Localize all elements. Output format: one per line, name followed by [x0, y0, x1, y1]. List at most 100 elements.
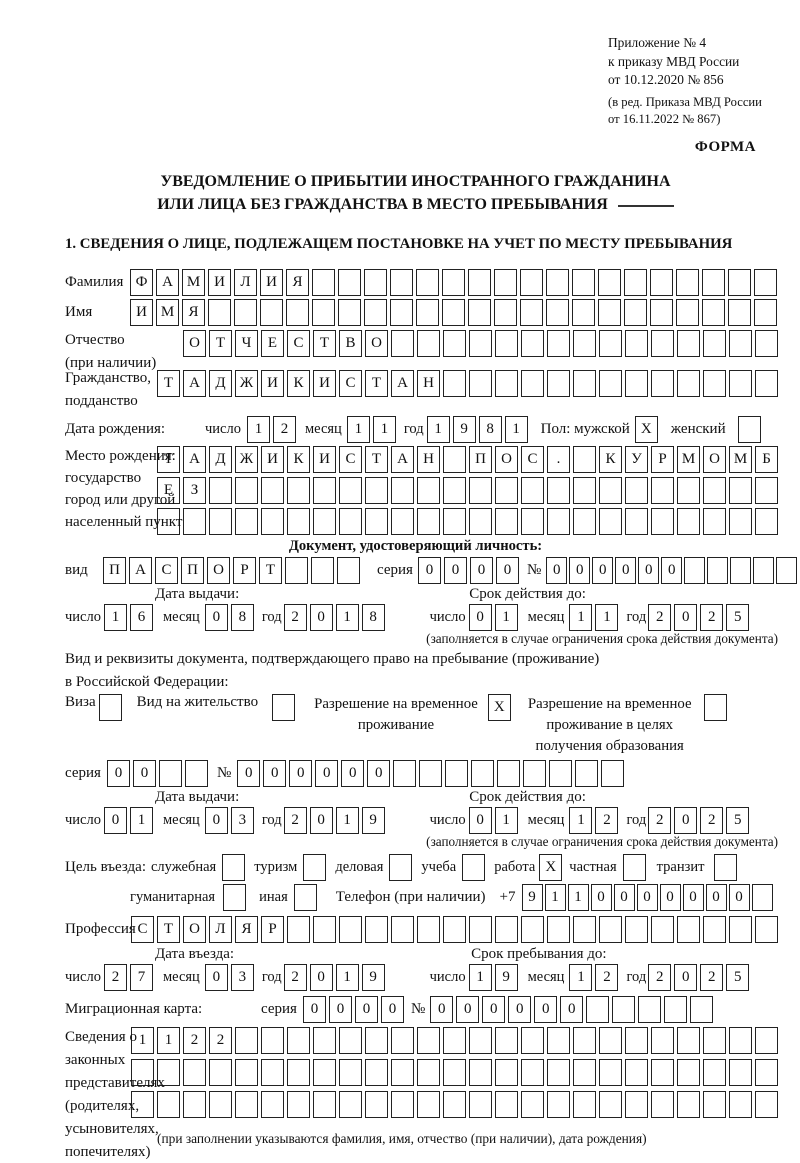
cell[interactable]: Я: [235, 915, 258, 943]
cell[interactable]: 0: [468, 603, 492, 631]
cell[interactable]: [702, 298, 725, 326]
cell[interactable]: [729, 1058, 752, 1086]
cell[interactable]: [235, 1058, 258, 1086]
cell[interactable]: 0: [674, 806, 698, 834]
cell[interactable]: 9: [361, 963, 385, 991]
cell[interactable]: [365, 1058, 388, 1086]
cell[interactable]: [547, 1026, 570, 1054]
cell[interactable]: 1: [544, 883, 566, 911]
cell[interactable]: [469, 915, 492, 943]
cell[interactable]: 0: [106, 759, 130, 787]
cell[interactable]: [131, 1058, 154, 1086]
cell[interactable]: И: [261, 369, 284, 397]
cell[interactable]: 0: [103, 806, 127, 834]
cell[interactable]: [391, 329, 414, 357]
cell[interactable]: [703, 369, 726, 397]
cell[interactable]: Я: [182, 298, 205, 326]
cell[interactable]: Ж: [235, 369, 258, 397]
cell[interactable]: [599, 1058, 622, 1086]
cell[interactable]: [183, 507, 206, 535]
cell[interactable]: 2: [283, 806, 307, 834]
cell[interactable]: [651, 507, 674, 535]
cell[interactable]: И: [261, 445, 284, 473]
cell[interactable]: [755, 507, 778, 535]
cell[interactable]: 0: [674, 603, 698, 631]
cell[interactable]: 1: [103, 603, 127, 631]
cell[interactable]: [287, 1090, 310, 1118]
cell[interactable]: 5: [726, 963, 750, 991]
cell[interactable]: 1: [504, 415, 528, 443]
gender-male-checkbox[interactable]: X: [634, 415, 661, 443]
cell[interactable]: [339, 507, 362, 535]
cell[interactable]: [599, 1090, 622, 1118]
cell[interactable]: [222, 853, 246, 881]
cell[interactable]: [393, 759, 417, 787]
cell[interactable]: [338, 298, 361, 326]
cell[interactable]: 0: [328, 995, 352, 1023]
cell[interactable]: [728, 298, 751, 326]
cell[interactable]: [235, 476, 258, 504]
cell[interactable]: 0: [508, 995, 532, 1023]
cell[interactable]: 1: [335, 806, 359, 834]
cell[interactable]: 1: [567, 883, 589, 911]
cell[interactable]: Я: [286, 268, 309, 296]
cell[interactable]: 0: [615, 556, 637, 584]
cell[interactable]: [755, 329, 778, 357]
cell[interactable]: [622, 853, 646, 881]
cell[interactable]: [391, 476, 414, 504]
cell[interactable]: [612, 995, 636, 1023]
cell[interactable]: [183, 1090, 206, 1118]
cell[interactable]: А: [183, 445, 206, 473]
legal-reps-row3[interactable]: [131, 1090, 781, 1118]
cell[interactable]: [313, 507, 336, 535]
cell[interactable]: [625, 476, 648, 504]
cell[interactable]: X: [539, 853, 563, 881]
cell[interactable]: [751, 883, 773, 911]
cell[interactable]: [677, 1090, 700, 1118]
cell[interactable]: 0: [380, 995, 404, 1023]
cell[interactable]: [573, 369, 596, 397]
cell[interactable]: Ч: [235, 329, 258, 357]
cell[interactable]: [575, 759, 599, 787]
cell[interactable]: [287, 915, 310, 943]
cell[interactable]: 2: [103, 963, 127, 991]
cell[interactable]: [312, 298, 335, 326]
cell[interactable]: [365, 1090, 388, 1118]
cell[interactable]: 0: [659, 883, 681, 911]
cell[interactable]: 2: [700, 963, 724, 991]
cell[interactable]: [391, 507, 414, 535]
cell[interactable]: С: [521, 445, 544, 473]
cell[interactable]: 0: [430, 995, 454, 1023]
purpose-other-checkbox[interactable]: [293, 883, 320, 911]
cell[interactable]: Е: [261, 329, 284, 357]
cell[interactable]: 2: [183, 1026, 206, 1054]
cell[interactable]: 2: [283, 963, 307, 991]
cell[interactable]: [651, 329, 674, 357]
cell[interactable]: [638, 995, 662, 1023]
cell[interactable]: X: [634, 415, 658, 443]
cell[interactable]: [287, 1026, 310, 1054]
cell[interactable]: 0: [204, 963, 228, 991]
cell[interactable]: О: [495, 445, 518, 473]
purpose-business-checkbox[interactable]: [389, 853, 415, 881]
cell[interactable]: [443, 476, 466, 504]
cell[interactable]: [703, 1090, 726, 1118]
cell[interactable]: [703, 329, 726, 357]
cell[interactable]: 0: [132, 759, 156, 787]
cell[interactable]: 1: [569, 963, 593, 991]
cell[interactable]: [521, 507, 544, 535]
cell[interactable]: [293, 883, 317, 911]
cell[interactable]: [754, 268, 777, 296]
cell[interactable]: [586, 995, 610, 1023]
cell[interactable]: [417, 476, 440, 504]
cell[interactable]: 3: [230, 963, 254, 991]
